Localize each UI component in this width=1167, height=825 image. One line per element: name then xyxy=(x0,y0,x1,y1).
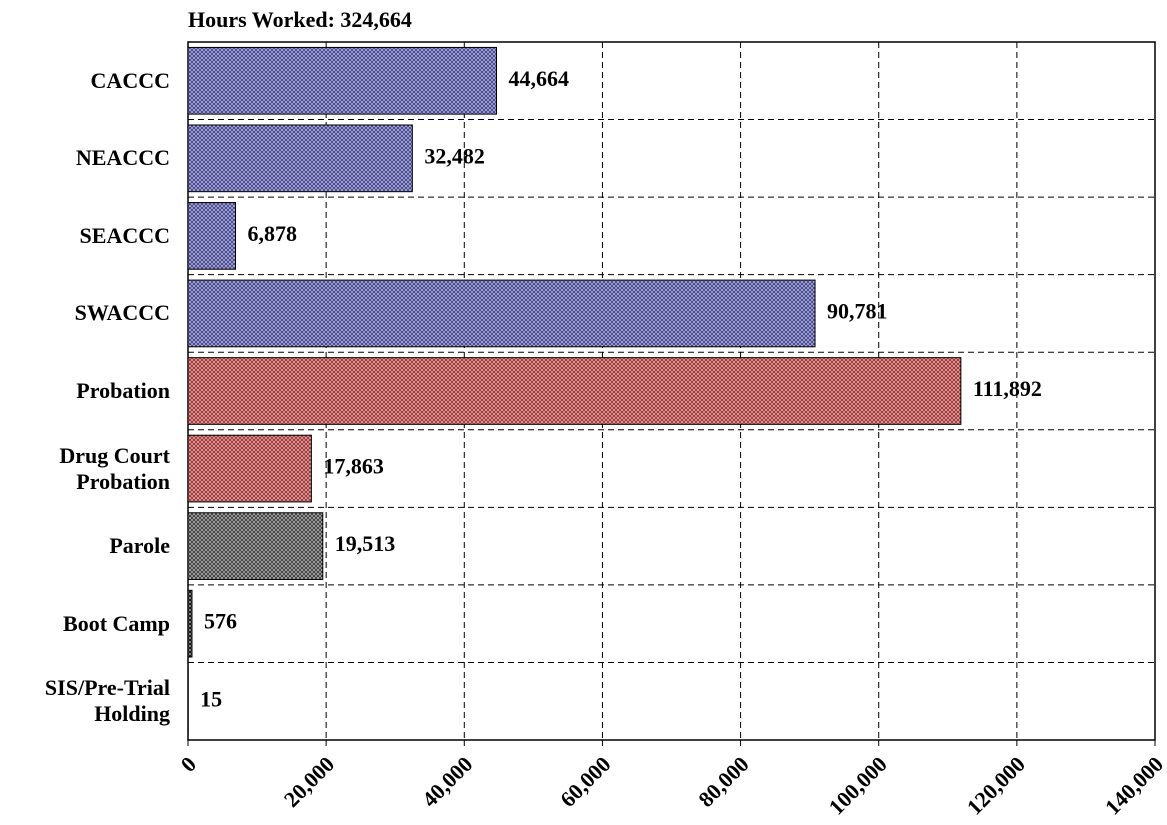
bar xyxy=(187,202,237,270)
value-label: 32,482 xyxy=(424,143,485,168)
category-label: SEACCC xyxy=(79,222,170,248)
value-label: 576 xyxy=(204,609,237,634)
x-tick-label: 100,000 xyxy=(824,751,892,819)
value-label: 17,863 xyxy=(323,454,384,479)
bar xyxy=(187,589,193,658)
x-tick-label: 0 xyxy=(176,751,201,776)
category-label: Parole xyxy=(109,533,170,559)
value-label: 44,664 xyxy=(509,66,569,91)
value-label: 6,878 xyxy=(248,221,298,246)
x-tick-label: 40,000 xyxy=(417,751,477,811)
x-tick-label: 60,000 xyxy=(555,751,615,811)
bar xyxy=(187,512,324,580)
bar xyxy=(187,46,498,115)
category-label: NEACCC xyxy=(75,145,170,171)
x-tick-label: 120,000 xyxy=(962,751,1030,819)
chart-title: Hours Worked: 324,664 xyxy=(188,7,412,32)
bar xyxy=(187,124,413,193)
value-label: 19,513 xyxy=(335,531,396,556)
x-tick-label: 20,000 xyxy=(279,751,339,811)
category-label: Probation xyxy=(76,377,170,403)
bar xyxy=(187,434,312,503)
value-label: 15 xyxy=(200,686,222,711)
bar xyxy=(187,279,816,348)
category-label: SIS/Pre-Trial Holding xyxy=(44,675,170,727)
category-label: Boot Camp xyxy=(63,610,170,636)
category-label: Drug Court Probation xyxy=(59,442,170,494)
x-tick-label: 140,000 xyxy=(1100,751,1167,819)
category-label: SWACCC xyxy=(74,300,170,326)
value-label: 111,892 xyxy=(973,376,1042,401)
bar xyxy=(187,357,962,425)
value-label: 90,781 xyxy=(827,298,888,323)
category-label: CACCC xyxy=(90,67,170,93)
x-tick-label: 80,000 xyxy=(693,751,753,811)
